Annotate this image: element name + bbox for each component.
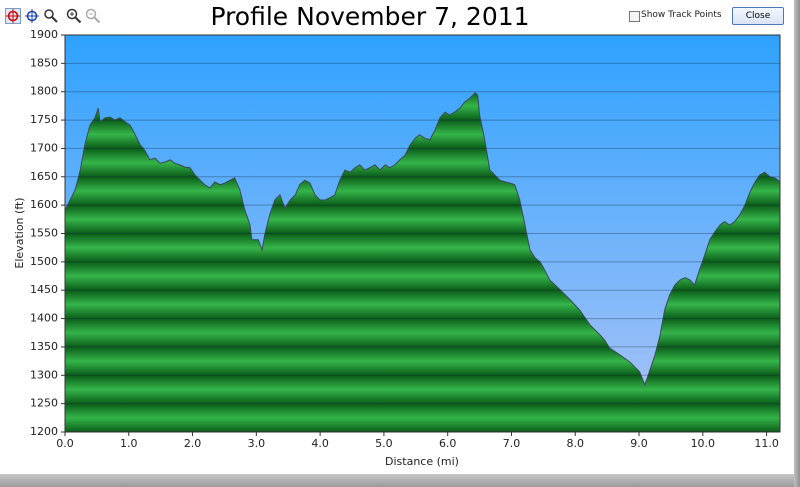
select-tool[interactable]	[5, 8, 21, 24]
zoom-tool[interactable]	[43, 8, 59, 24]
zoom-out[interactable]	[85, 8, 101, 24]
x-tick-label: 9.0	[630, 437, 648, 450]
pan-tool[interactable]	[24, 8, 40, 24]
window-frame	[794, 0, 800, 487]
x-tick-label: 4.0	[311, 437, 329, 450]
x-tick-label: 8.0	[567, 437, 585, 450]
toolbar: Profile November 7, 2011 Show Track Poin…	[0, 0, 800, 32]
y-tick-label: 1300	[30, 368, 58, 381]
area-outline	[64, 92, 781, 387]
chart: Elevation (ft) Distance (mi) 1200 1250 130…	[13, 28, 781, 468]
chart-title: Profile November 7, 2011	[210, 2, 530, 31]
y-tick-label: 1600	[30, 198, 58, 211]
x-tick-label: 6.0	[439, 437, 457, 450]
x-tick-label: 0.0	[56, 437, 74, 450]
zoom-in[interactable]	[66, 8, 82, 24]
y-tick-label: 1650	[30, 170, 58, 183]
y-tick-label: 1800	[30, 85, 58, 98]
y-tick-label: 1900	[30, 28, 58, 41]
checkbox-label[interactable]: Show Track Points	[641, 10, 722, 20]
y-tick-label: 1450	[30, 283, 58, 296]
y-tick-label: 1700	[30, 141, 58, 154]
area-fill	[65, 92, 780, 433]
x-tick-label: 10.0	[691, 437, 716, 450]
y-tick-label: 1350	[30, 340, 58, 353]
x-axis-label: Distance (mi)	[385, 455, 459, 468]
x-tick-label: 7.0	[503, 437, 521, 450]
y-tick-label: 1500	[30, 255, 58, 268]
x-tick-label: 1.0	[120, 437, 138, 450]
x-tick-label: 5.0	[375, 437, 393, 450]
y-tick-label: 1550	[30, 227, 58, 240]
checkbox[interactable]	[629, 11, 640, 22]
x-tick-label: 3.0	[248, 437, 266, 450]
x-tick-label: 11.0	[754, 437, 779, 450]
y-tick-label: 1250	[30, 397, 58, 410]
y-axis-label: Elevation (ft)	[13, 197, 26, 268]
y-tick-label: 1850	[30, 56, 58, 69]
y-tick-label: 1750	[30, 113, 58, 126]
x-tick-label: 2.0	[184, 437, 202, 450]
window-frame	[0, 474, 800, 487]
y-tick-label: 1200	[30, 425, 58, 438]
plot-border	[64, 34, 781, 433]
close-button[interactable]: Close	[732, 7, 784, 25]
y-tick-label: 1400	[30, 312, 58, 325]
